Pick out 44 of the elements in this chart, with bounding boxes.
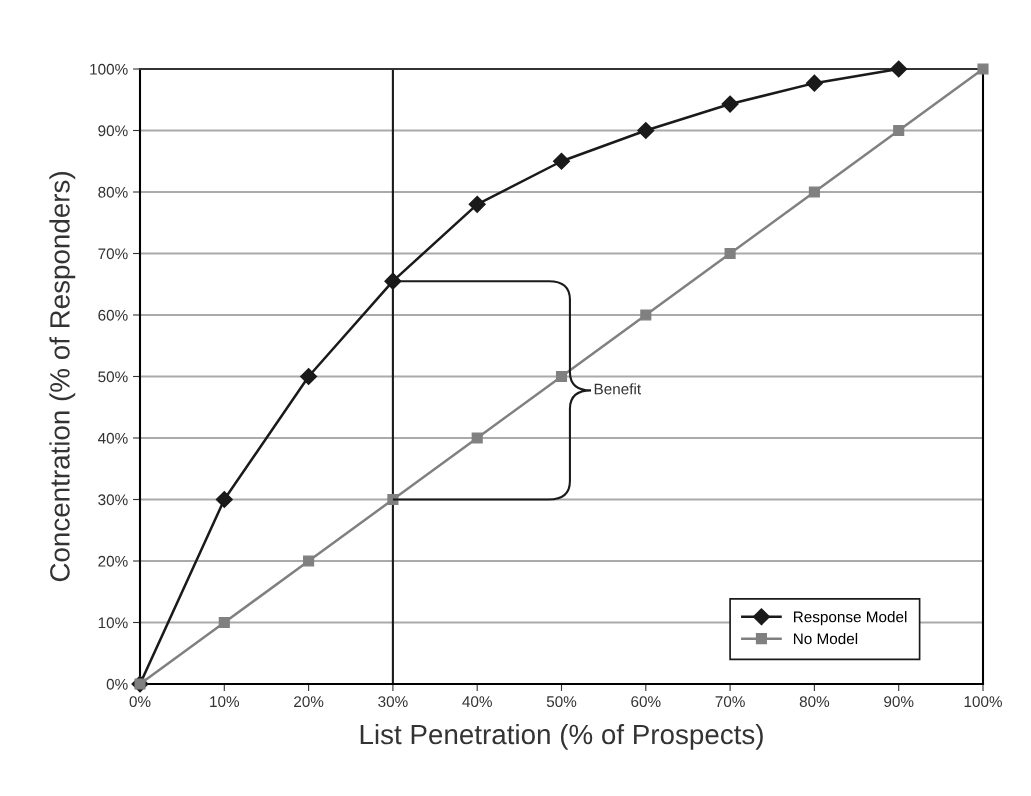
legend-label: No Model (793, 632, 858, 645)
y-tick-label: 80% (98, 186, 128, 198)
point (808, 186, 820, 198)
x-tick-label: 0% (129, 696, 151, 708)
x-tick-label: 30% (378, 696, 408, 708)
point (637, 121, 655, 140)
x-tick-label: 20% (294, 696, 324, 708)
legend-label: Response Model (793, 611, 907, 626)
point (890, 60, 908, 78)
y-tick-label: 90% (98, 125, 128, 137)
point (218, 616, 230, 629)
x-axis-title: List Penetration (% of Prospects) (360, 723, 763, 750)
point (977, 63, 989, 75)
point (724, 247, 736, 260)
point (555, 370, 568, 383)
x-tick-label: 60% (631, 696, 661, 708)
y-tick-label: 40% (97, 432, 128, 444)
x-tick-label: 10% (210, 696, 240, 708)
y-tick-label: 20% (98, 555, 128, 567)
point (721, 95, 739, 113)
y-tick-label: 30% (98, 494, 128, 506)
point (552, 152, 571, 170)
point (303, 555, 315, 567)
y-tick-label: 10% (98, 617, 128, 629)
point (215, 490, 233, 509)
y-tick-label: 60% (98, 309, 128, 321)
x-tick-label: 70% (715, 696, 745, 708)
y-tick-label: 70% (98, 248, 128, 260)
y-tick-label: 0% (106, 678, 128, 690)
point (805, 74, 823, 92)
point (893, 124, 905, 137)
x-tick-label: 50% (546, 696, 577, 708)
y-tick-label: 100% (90, 63, 128, 75)
point (300, 367, 318, 386)
x-tick-label: 90% (884, 696, 914, 708)
point (468, 195, 486, 213)
y-axis-title: Concentration (% of Responders) (49, 172, 76, 582)
point (471, 432, 483, 444)
point (640, 309, 652, 321)
y-tick-label: 50% (98, 371, 128, 383)
x-tick-label: 80% (799, 696, 830, 708)
annotation: Benefit (594, 383, 641, 395)
x-tick-label: 40% (462, 696, 492, 708)
x-tick-label: 100% (964, 696, 1002, 708)
